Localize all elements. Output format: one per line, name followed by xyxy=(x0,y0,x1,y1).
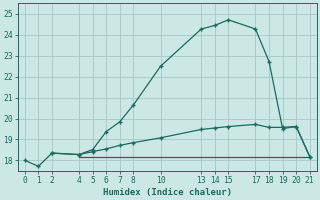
X-axis label: Humidex (Indice chaleur): Humidex (Indice chaleur) xyxy=(103,188,232,197)
